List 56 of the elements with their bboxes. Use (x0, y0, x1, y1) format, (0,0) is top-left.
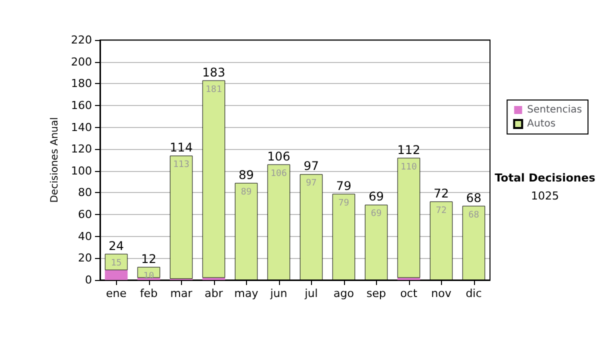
legend-label: Autos (527, 118, 556, 130)
x-tick-label: may (234, 287, 259, 300)
total-label: 72 (434, 186, 449, 200)
y-tick-label: 180 (71, 77, 92, 90)
x-tick-label: oct (400, 287, 418, 300)
y-tick-label: 80 (78, 186, 92, 200)
x-tick-label: dic (466, 287, 482, 300)
x-tick-label: jun (269, 287, 288, 300)
total-label: 97 (304, 159, 319, 174)
text: 1025 (531, 190, 559, 202)
total-label: 69 (368, 190, 384, 204)
bar (397, 158, 420, 278)
x-tick-label: feb (140, 287, 158, 300)
data-label: 106 (270, 168, 287, 179)
data-label: 110 (400, 162, 417, 172)
y-tick-label: 220 (71, 34, 92, 46)
data-label: 69 (370, 209, 382, 220)
total-label: 89 (238, 168, 254, 182)
bar (202, 80, 226, 278)
y-tick-label: 60 (78, 208, 92, 222)
total-label: 183 (202, 65, 226, 80)
total-label: 12 (141, 252, 156, 266)
data-label: 15 (110, 258, 122, 268)
y-tick-label: 120 (71, 142, 92, 156)
y-tick-label: 160 (71, 98, 92, 112)
bar (104, 254, 128, 270)
total-label: 24 (108, 238, 124, 253)
data-label: 113 (173, 160, 190, 170)
x-tick-label: abr (204, 287, 224, 300)
data-label: 68 (468, 210, 480, 220)
x-tick-label: ago (334, 287, 354, 300)
data-label: 181 (206, 84, 222, 95)
legend-label: Sentencias (527, 104, 582, 116)
data-label: 89 (240, 187, 252, 198)
y-tick-label: 100 (71, 164, 92, 178)
x-tick-label: sep (366, 287, 386, 300)
y-tick-label: 200 (71, 55, 92, 68)
x-tick-label: mar (170, 287, 193, 300)
data-label: 79 (338, 198, 350, 208)
total-label: 79 (336, 178, 352, 193)
total-label: 106 (267, 149, 290, 164)
total-label: 114 (170, 140, 193, 155)
bar (104, 270, 128, 280)
text: Total Decisiones (494, 172, 596, 184)
total-label: 68 (466, 190, 482, 205)
x-tick-label: nov (431, 287, 452, 300)
y-tick-label: 0 (85, 274, 92, 286)
y-tick-label: 40 (78, 230, 92, 243)
x-tick-label: ene (106, 287, 127, 300)
data-label: 97 (306, 178, 317, 189)
y-axis-title: Decisiones Anual (50, 117, 61, 203)
y-tick-label: 140 (71, 120, 92, 134)
data-label: 72 (436, 206, 447, 216)
total-label: 112 (397, 142, 420, 157)
y-tick-label: 20 (78, 252, 92, 265)
x-tick-label: jul (304, 287, 318, 300)
